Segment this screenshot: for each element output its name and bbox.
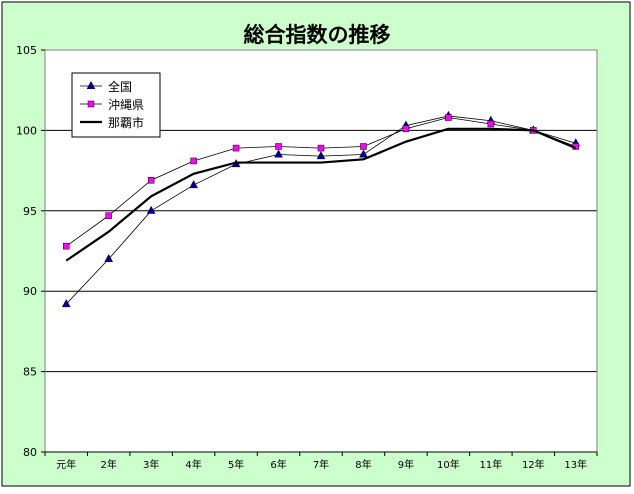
data-point [402,125,410,133]
x-tick-label: 5年 [228,458,244,471]
legend-label: 那覇市 [108,115,144,130]
data-point [232,144,240,152]
x-tick-label: 2年 [101,458,117,471]
y-axis-ticks: 80 85 90 95 100 105 [16,44,45,459]
series-lines [61,110,581,308]
x-tick-label: 8年 [355,458,371,471]
x-tick-label: 10年 [437,458,460,471]
x-tick-label: 6年 [270,458,286,471]
legend-label: 沖縄県 [108,97,144,112]
data-point [190,157,197,165]
data-point [104,253,114,263]
y-tick-label: 90 [23,285,37,298]
y-tick-label: 85 [23,366,37,379]
x-tick-label: 13年 [564,458,587,471]
data-point [61,299,71,308]
data-point [87,100,95,108]
data-point [147,176,155,184]
data-point [274,149,283,158]
x-tick-label: 4年 [185,458,201,471]
x-tick-label: 9年 [398,458,414,471]
data-point [86,80,96,89]
chart-title: 総合指数の推移 [244,23,391,47]
data-point [146,205,156,214]
x-tick-label: 11年 [479,458,502,471]
x-axis-ticks: 元年 2年 3年 4年 5年 6年 7年 8年 9年 10年 11年 12年 13年 [44,451,598,471]
data-point [317,144,325,152]
series-line [65,127,577,262]
y-tick-label: 105 [16,44,37,57]
data-point [62,242,70,250]
data-point [359,149,368,158]
data-point [487,120,495,128]
x-tick-label: 12年 [522,458,545,471]
legend-box [71,72,161,138]
x-tick-label: 元年 [56,458,76,471]
y-tick-label: 95 [23,205,37,218]
x-tick-label: 7年 [313,458,329,471]
data-point [316,151,326,160]
data-point [360,143,367,150]
data-point [189,180,198,189]
x-tick-label: 3年 [143,458,159,471]
data-point [275,143,282,150]
data-point [105,212,112,219]
y-tick-label: 100 [16,124,37,137]
legend-label: 全国 [108,79,132,94]
data-point [445,114,452,121]
y-tick-label: 80 [23,446,37,459]
